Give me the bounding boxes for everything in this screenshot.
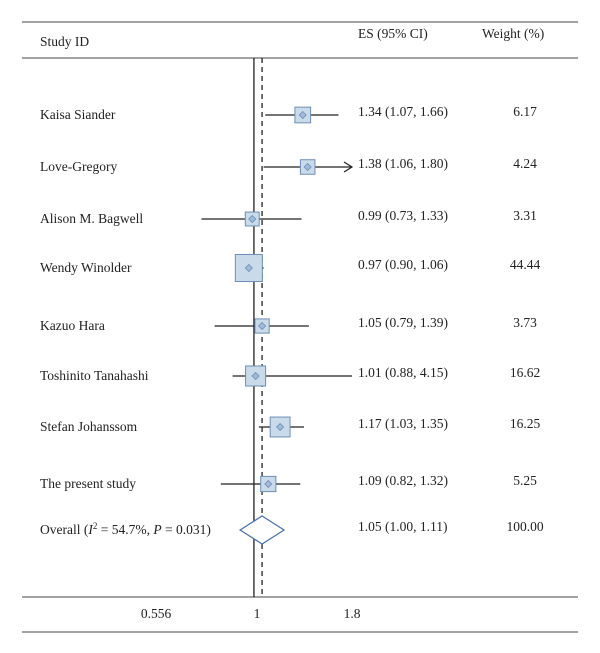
- x-tick-label: 1.8: [344, 606, 361, 621]
- header-study-id: Study ID: [40, 34, 89, 49]
- overall-label: Overall (I2 = 54.7%, P = 0.031): [40, 521, 211, 537]
- study-label: Love-Gregory: [40, 159, 117, 174]
- weight-label: 3.31: [513, 208, 537, 223]
- header-weight: Weight (%): [482, 26, 544, 41]
- study-label: Kazuo Hara: [40, 318, 105, 333]
- study-label: The present study: [40, 476, 136, 491]
- study-label: Alison M. Bagwell: [40, 211, 143, 226]
- x-tick-label: 0.556: [141, 606, 172, 621]
- weight-label: 4.24: [513, 156, 537, 171]
- point-estimate-marker: [244, 263, 253, 273]
- weight-label: 5.25: [513, 473, 537, 488]
- weight-label: 16.62: [510, 365, 540, 380]
- es-ci-label: 1.05 (0.79, 1.39): [358, 315, 448, 330]
- weight-label: 3.73: [513, 315, 537, 330]
- study-label: Kaisa Siander: [40, 107, 116, 122]
- es-ci-label: 1.34 (1.07, 1.66): [358, 104, 448, 119]
- study-label: Wendy Winolder: [40, 260, 132, 275]
- es-ci-label: 1.09 (0.82, 1.32): [358, 473, 448, 488]
- point-estimate-marker: [298, 110, 307, 120]
- point-estimate-marker: [248, 214, 257, 224]
- ci-arrow: [343, 161, 354, 173]
- es-ci-label: 1.17 (1.03, 1.35): [358, 416, 448, 431]
- es-ci-label: 0.99 (0.73, 1.33): [358, 208, 448, 223]
- point-estimate-marker: [258, 321, 267, 331]
- es-ci-label: 1.01 (0.88, 4.15): [358, 365, 448, 380]
- es-ci-label: 0.97 (0.90, 1.06): [358, 257, 448, 272]
- weight-label: 16.25: [510, 416, 541, 431]
- study-label: Toshinito Tanahashi: [40, 368, 149, 383]
- x-tick-label: 1: [254, 606, 261, 621]
- es-ci-label: 1.38 (1.06, 1.80): [358, 156, 448, 171]
- point-estimate-marker: [303, 162, 312, 172]
- overall-diamond: [238, 515, 286, 545]
- weight-label: 44.44: [510, 257, 541, 272]
- es-ci-label: 1.05 (1.00, 1.11): [358, 519, 448, 534]
- point-estimate-marker: [264, 479, 273, 489]
- weight-label: 100.00: [506, 519, 543, 534]
- header-es-ci: ES (95% CI): [358, 26, 428, 41]
- point-estimate-marker: [251, 371, 260, 381]
- point-estimate-marker: [276, 422, 285, 432]
- weight-label: 6.17: [513, 104, 537, 119]
- study-label: Stefan Johanssom: [40, 419, 138, 434]
